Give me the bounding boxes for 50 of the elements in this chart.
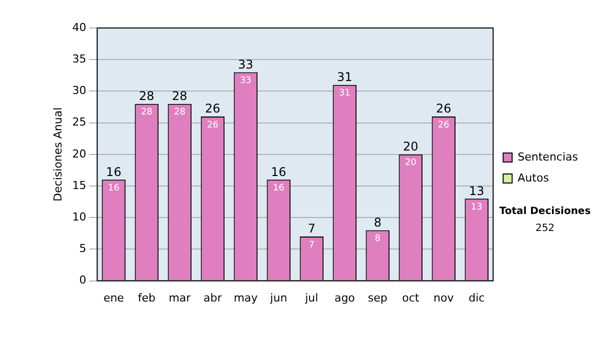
total-label: 26 (205, 102, 220, 116)
x-tick-label: dic (468, 291, 485, 304)
total-label: 13 (469, 184, 484, 198)
total-label: 31 (337, 70, 352, 84)
data-label: 28 (140, 108, 153, 118)
data-label: 28 (174, 108, 186, 118)
total-label: 16 (106, 164, 122, 179)
y-tick-label: 10 (72, 210, 86, 224)
data-label: 33 (240, 76, 252, 86)
total-label: 28 (172, 88, 188, 103)
x-tick-label: jun (269, 291, 288, 304)
legend-label: Autos (518, 171, 550, 184)
y-tick-label: 25 (72, 116, 86, 129)
data-label: 16 (272, 184, 285, 194)
total-label: 28 (139, 88, 154, 103)
x-tick-label: nov (434, 291, 454, 304)
y-axis-title: Decisiones Anual (51, 107, 64, 202)
legend-label: Sentencias (518, 150, 578, 164)
x-tick-label: oct (402, 291, 420, 304)
x-tick-label: feb (138, 291, 156, 304)
y-tick-label: 5 (79, 242, 86, 256)
x-tick-label: jul (304, 291, 318, 304)
x-tick-label: mar (168, 291, 192, 304)
x-tick-label: ene (103, 291, 124, 304)
y-tick-label: 15 (72, 178, 86, 192)
x-tick-label: sep (368, 291, 388, 304)
data-label: 20 (404, 158, 417, 168)
data-label: 26 (438, 120, 450, 130)
y-tick-label: 20 (72, 147, 86, 160)
total-label: 33 (238, 57, 254, 72)
y-tick-label: 0 (79, 274, 86, 287)
y-tick-label: 40 (72, 20, 86, 34)
total-label: 26 (436, 102, 452, 116)
total-label: 16 (271, 164, 286, 179)
text: 252 (534, 223, 556, 234)
data-label: 26 (206, 120, 219, 130)
data-label: 16 (108, 184, 120, 194)
y-tick-label: 30 (72, 84, 86, 98)
total-label: 7 (308, 222, 316, 236)
total-label: 8 (374, 215, 382, 230)
data-label: 31 (338, 88, 350, 99)
data-label: 13 (470, 202, 482, 212)
x-tick-label: ago (334, 291, 356, 304)
text: Total Decisiones (498, 206, 592, 217)
total-label: 20 (403, 140, 418, 154)
data-label: 8 (374, 234, 381, 244)
y-tick-label: 35 (72, 52, 86, 66)
x-tick-label: abr (204, 291, 222, 304)
data-label: 7 (308, 240, 315, 250)
x-tick-label: may (234, 291, 258, 304)
